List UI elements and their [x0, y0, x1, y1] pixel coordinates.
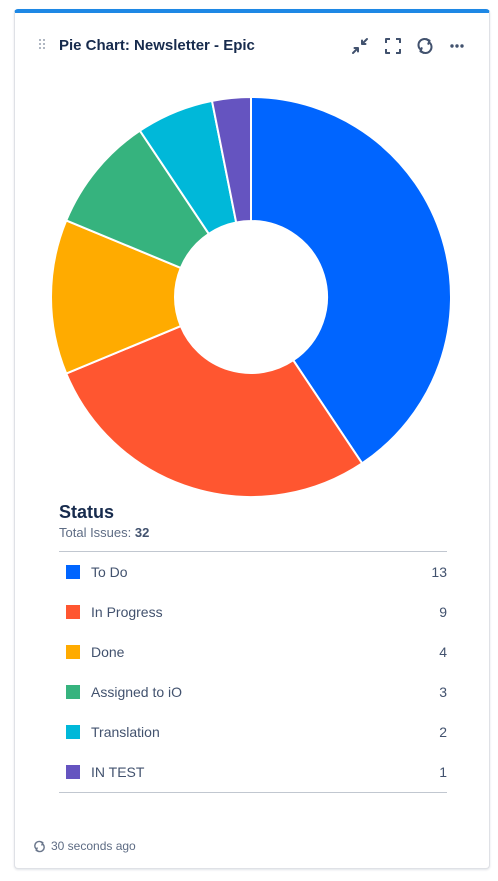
legend-swatch — [66, 725, 80, 739]
legend-swatch — [66, 765, 80, 779]
pie-chart-gadget: Pie Chart: Newsletter - Epic — [14, 9, 490, 869]
last-updated-text: 30 seconds ago — [51, 839, 136, 853]
legend-item-to-do[interactable]: To Do 13 — [59, 552, 447, 592]
legend-count: 1 — [439, 764, 447, 780]
pie-slice-in-test[interactable] — [210, 97, 252, 224]
gadget-header: Pie Chart: Newsletter - Epic — [15, 35, 489, 59]
total-issues: Total Issues: 32 — [59, 525, 149, 540]
legend-count: 4 — [439, 644, 447, 660]
minimize-button[interactable] — [349, 35, 371, 57]
legend-item-translation[interactable]: Translation 2 — [59, 712, 447, 752]
total-issues-count: 32 — [134, 525, 150, 540]
legend-count: 2 — [439, 724, 447, 740]
legend-label: In Progress — [91, 604, 163, 620]
chart-title: Status — [59, 502, 115, 522]
legend-count: 3 — [439, 684, 447, 700]
legend-label: Translation — [91, 724, 160, 740]
more-icon — [450, 44, 464, 48]
last-updated: 30 seconds ago — [33, 839, 136, 853]
legend-count: 13 — [431, 564, 447, 580]
refresh-icon — [34, 840, 45, 852]
legend-label: To Do — [91, 564, 128, 580]
more-button[interactable] — [446, 35, 468, 57]
legend: To Do 13 In Progress 9 Done 4 Assigned to iO 3 T… — [59, 551, 447, 793]
legend-swatch — [66, 645, 80, 659]
legend-item-in-test[interactable]: IN TEST 1 — [59, 752, 447, 792]
total-issues-label: Total Issues: — [59, 525, 132, 540]
refresh-button[interactable] — [414, 35, 436, 57]
gadget-title: Pie Chart: Newsletter - Epic — [59, 37, 255, 54]
donut-chart — [51, 97, 451, 497]
drag-handle-icon[interactable] — [39, 39, 47, 53]
legend-label: Assigned to iO — [91, 684, 183, 700]
refresh-icon — [417, 38, 433, 54]
pie-slice-in-progress[interactable] — [64, 324, 364, 497]
fullscreen-button[interactable] — [382, 35, 404, 57]
legend-swatch — [66, 605, 80, 619]
legend-swatch — [66, 565, 80, 579]
fullscreen-icon — [385, 38, 401, 54]
legend-item-assigned-to-io[interactable]: Assigned to iO 3 — [59, 672, 447, 712]
legend-label: Done — [91, 644, 125, 660]
legend-count: 9 — [439, 604, 447, 620]
legend-item-done[interactable]: Done 4 — [59, 632, 447, 672]
minimize-icon — [352, 38, 368, 54]
pie-slice-done[interactable] — [51, 219, 183, 375]
legend-item-in-progress[interactable]: In Progress 9 — [59, 592, 447, 632]
legend-label: IN TEST — [91, 764, 145, 780]
legend-swatch — [66, 685, 80, 699]
